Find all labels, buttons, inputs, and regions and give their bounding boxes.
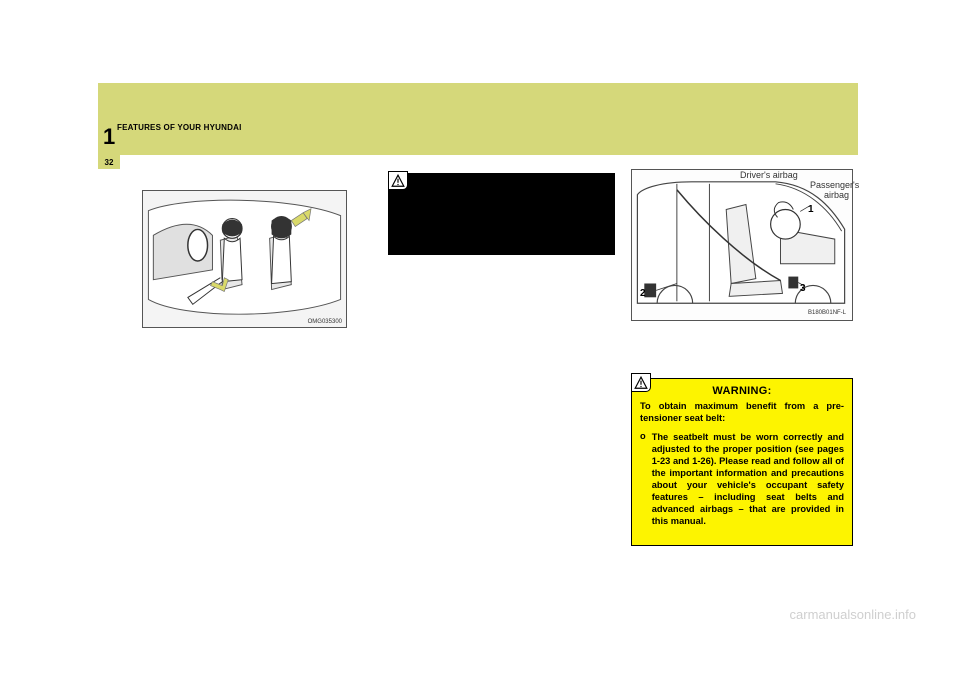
warning-bullet: o [640, 431, 646, 528]
header-bar [98, 83, 858, 155]
warning-title: WARNING: [640, 385, 844, 397]
airbag-illustration [632, 170, 852, 320]
note-box [388, 173, 615, 255]
figure-pretensioner-occupants: OMG035300 [142, 190, 347, 328]
label-driver-airbag: Driver's airbag [740, 170, 798, 180]
page-number-box: 32 [98, 155, 120, 169]
label-passenger-airbag-line2: airbag [824, 190, 849, 200]
manual-page: 1 FEATURES OF YOUR HYUNDAI 32 [0, 0, 960, 678]
watermark: carmanualsonline.info [790, 607, 916, 622]
figure-airbag-system [631, 169, 853, 321]
exclamation-icon [388, 171, 408, 190]
chapter-number: 1 [103, 124, 115, 150]
warning-body: The seatbelt must be worn correctly and … [652, 431, 844, 528]
callout-1: 1 [808, 204, 814, 215]
label-passenger-airbag-line1: Passenger's [810, 180, 859, 190]
callout-3: 3 [800, 283, 806, 294]
figure-right-code: B180B01NF-L [808, 310, 846, 316]
occupants-illustration [143, 191, 346, 327]
exclamation-icon [631, 373, 651, 392]
section-title: FEATURES OF YOUR HYUNDAI [117, 123, 242, 132]
page-number: 32 [105, 158, 114, 167]
warning-box: WARNING: To obtain maximum benefit from … [631, 378, 853, 546]
warning-intro: To obtain maximum benefit from a pre-ten… [640, 401, 844, 425]
figure-left-code: OMG035300 [308, 319, 342, 325]
callout-2: 2 [640, 288, 646, 299]
warning-list-item: o The seatbelt must be worn correctly an… [640, 431, 844, 528]
